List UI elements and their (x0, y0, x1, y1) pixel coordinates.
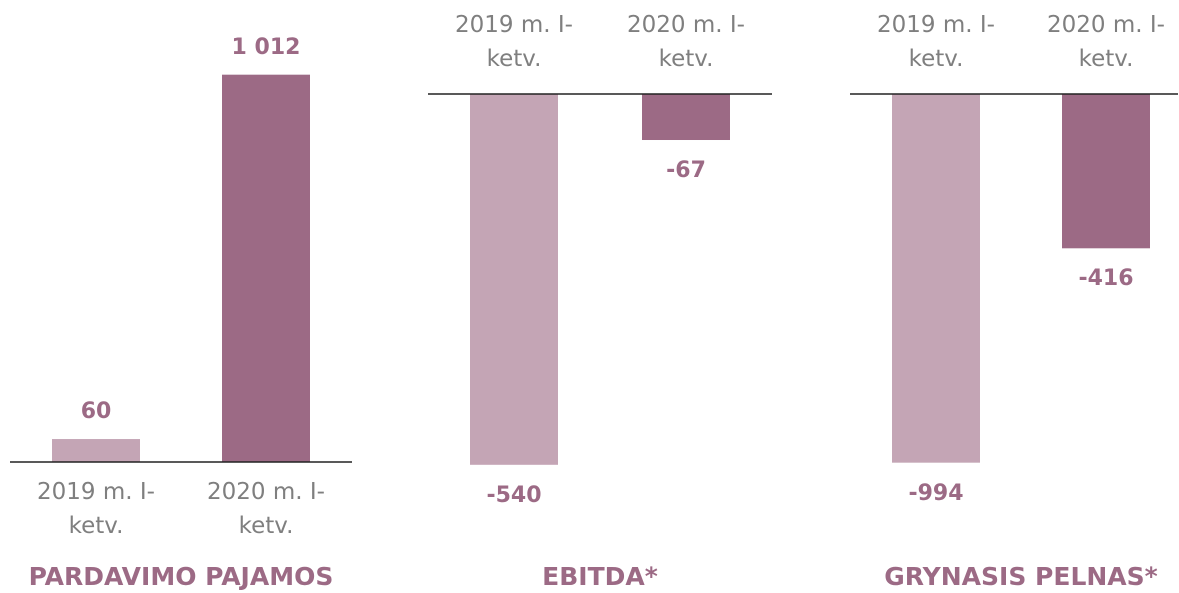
x-tick-label: 2019 m. I-ketv. (455, 12, 573, 72)
bar (222, 74, 310, 463)
x-tick-label: 2020 m. I-ketv. (1047, 12, 1165, 72)
data-label: -540 (486, 482, 542, 508)
data-label: 60 (80, 399, 112, 425)
bar (52, 439, 140, 462)
bar (1062, 94, 1150, 249)
chart-title: GRYNASIS PELNAS* (884, 562, 1158, 591)
bar (642, 94, 730, 141)
x-tick-label: 2020 m. I-ketv. (207, 479, 325, 539)
data-label: -416 (1078, 266, 1134, 292)
x-tick-label: 2020 m. I-ketv. (627, 12, 745, 72)
chart-title: PARDAVIMO PAJAMOS (28, 562, 334, 591)
data-label: -67 (666, 158, 706, 183)
x-tick-label: 2019 m. I-ketv. (877, 12, 995, 72)
chart-title: EBITDA* (542, 562, 658, 591)
data-label: -994 (908, 480, 964, 506)
x-tick-label: 2019 m. I-ketv. (37, 479, 155, 539)
data-label: 1 012 (231, 34, 301, 60)
bar (470, 94, 558, 465)
bar (892, 94, 980, 463)
